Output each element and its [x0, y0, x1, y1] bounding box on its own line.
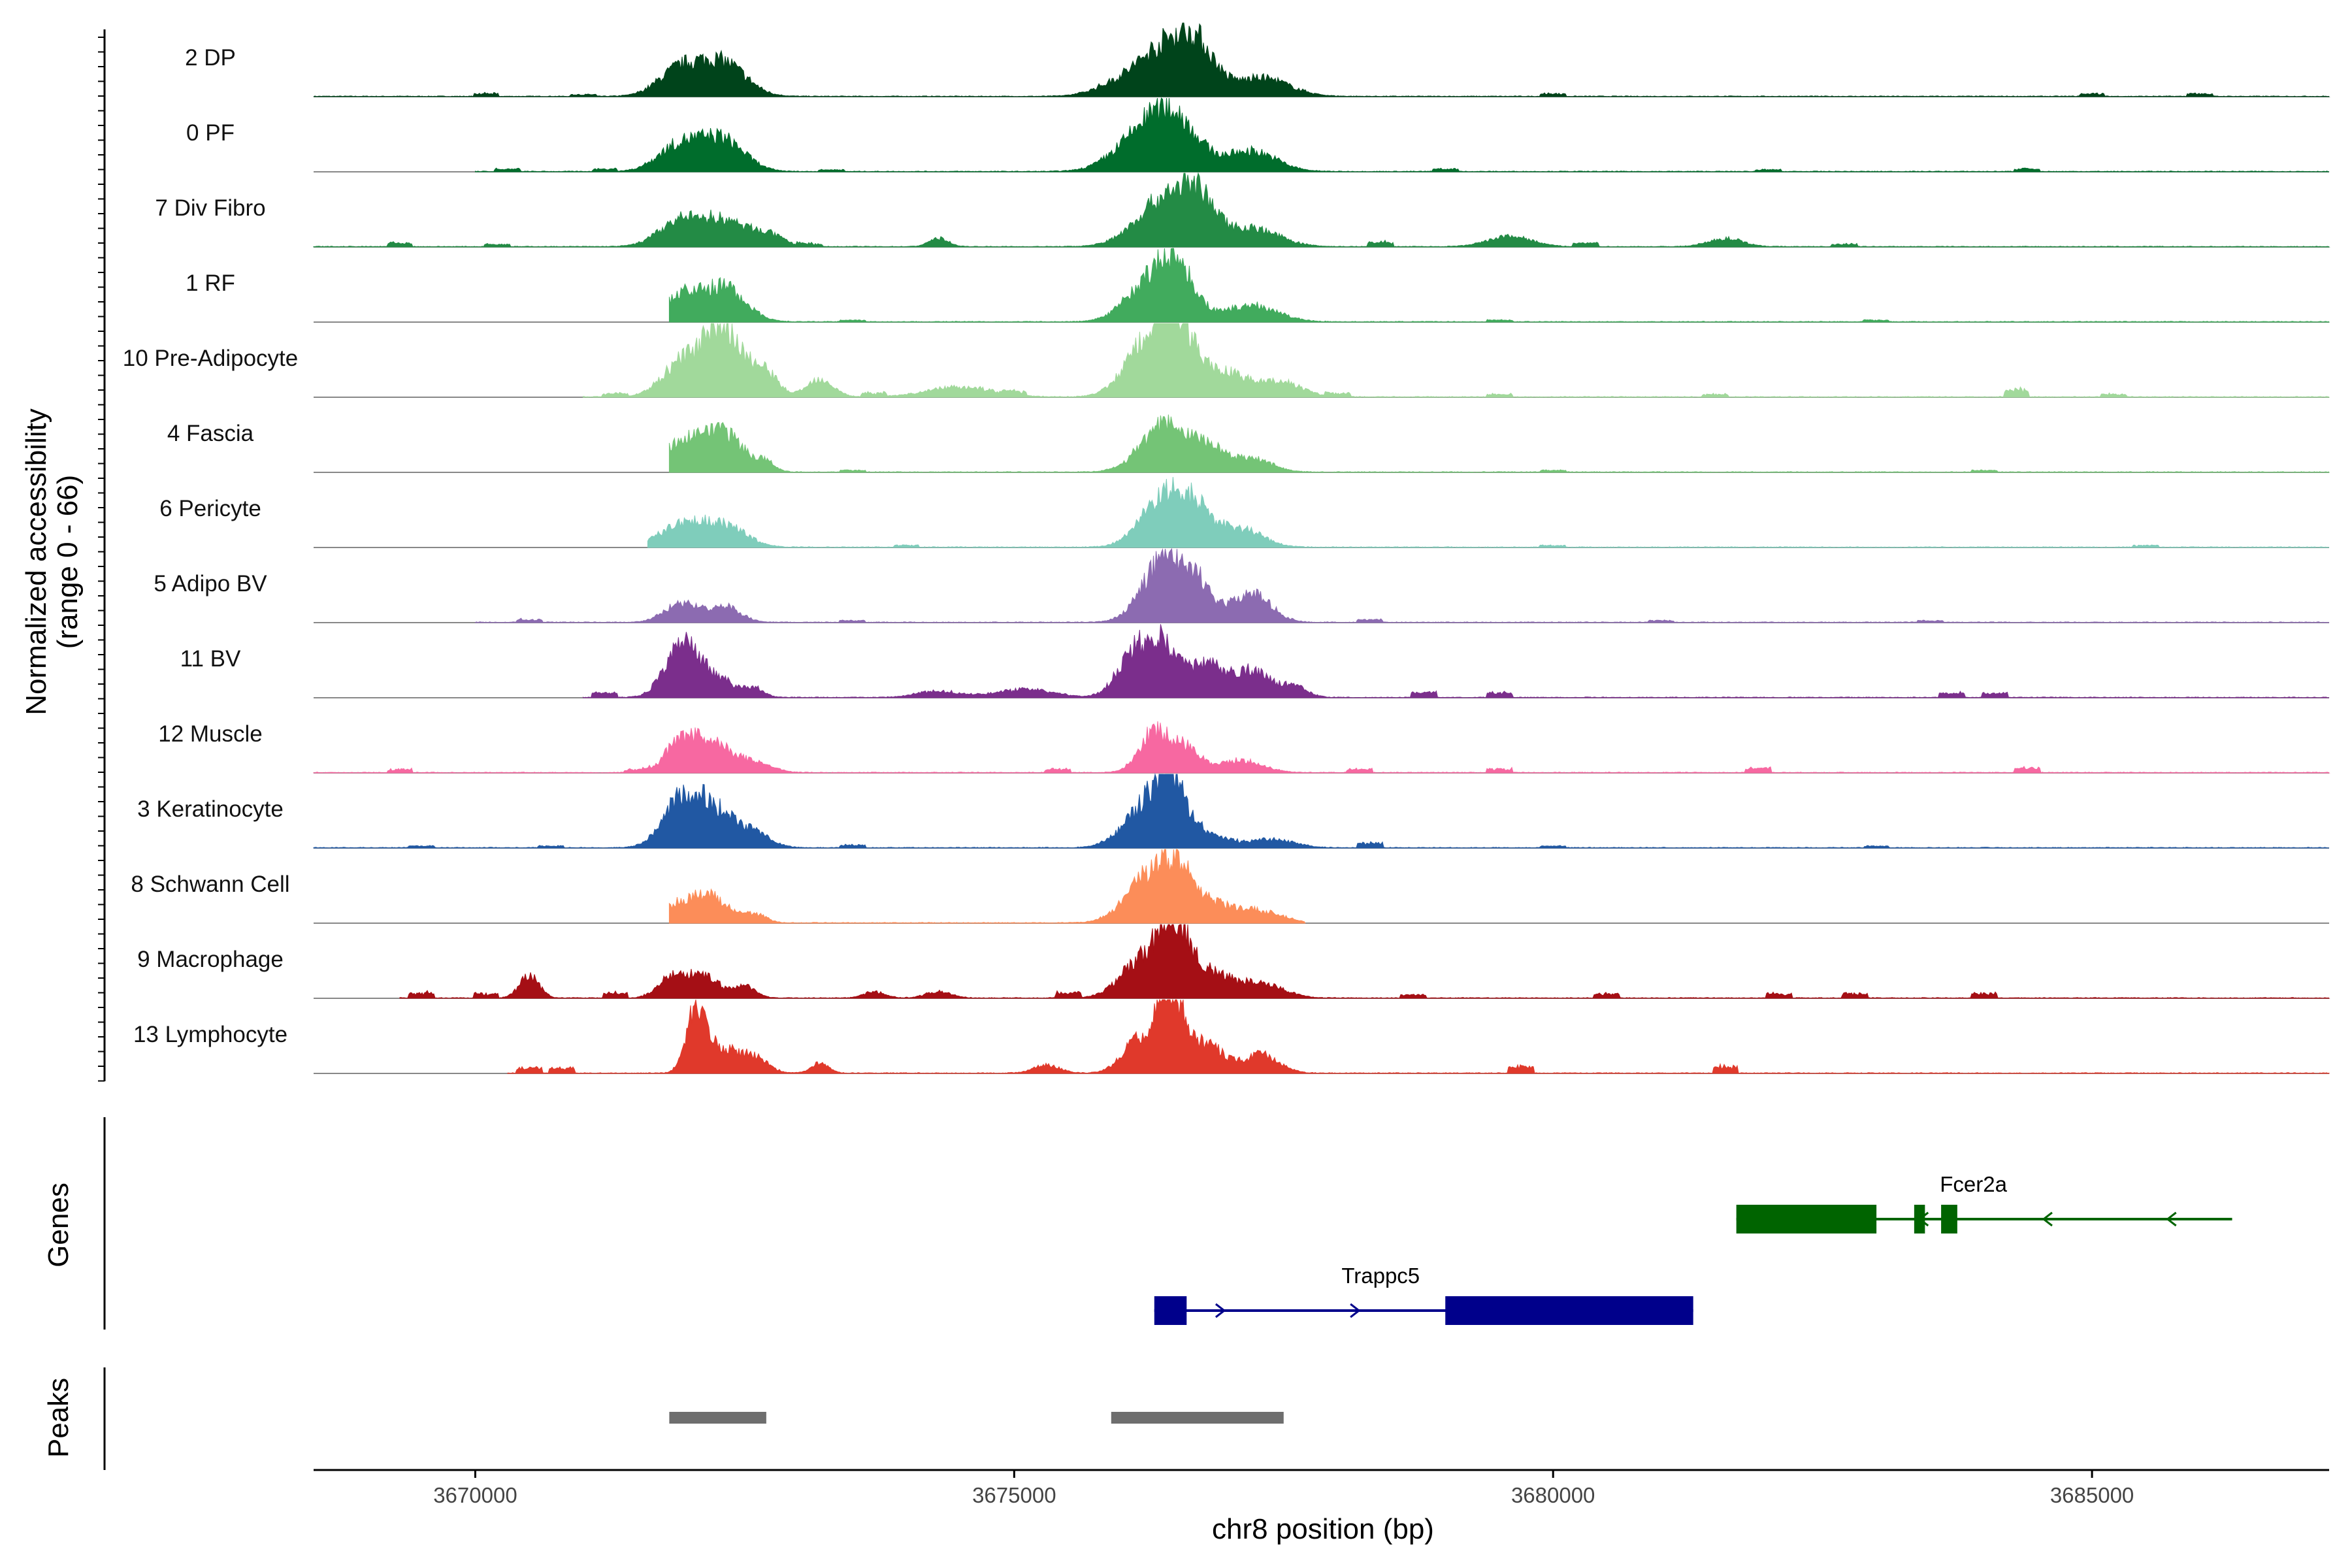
track-label: 5 Adipo BV — [154, 571, 267, 596]
track-13-lymphocyte: 13 Lymphocyte — [133, 998, 2330, 1074]
track-label: 9 Macrophage — [137, 947, 284, 972]
strand-arrow — [1350, 1303, 1361, 1318]
genes-panel-label: Genes — [42, 1183, 74, 1267]
track-4-fascia: 4 Fascia — [167, 414, 2330, 473]
track-3-keratinocyte: 3 Keratinocyte — [137, 773, 2330, 849]
track-label: 11 BV — [180, 646, 241, 672]
strand-arrow — [1794, 1211, 1805, 1227]
track-label: 4 Fascia — [167, 421, 254, 446]
gene-track: Fcer2a Trappc5 — [103, 1117, 2232, 1330]
track-label: 0 PF — [186, 120, 235, 146]
x-axis-title: chr8 position (bp) — [1212, 1513, 1434, 1545]
track-8-schwann-cell: 8 Schwann Cell — [131, 849, 2329, 924]
track-11-bv: 11 BV — [180, 624, 2330, 698]
coverage-area — [399, 924, 2330, 999]
track-0-pf: 0 PF — [186, 97, 2330, 172]
gene-exon — [1736, 1205, 1877, 1233]
coverage-area — [313, 22, 2330, 97]
axes: Normalized accessibility (range 0 - 66) … — [20, 408, 2329, 1545]
track-7-div-fibro: 7 Div Fibro — [155, 172, 2330, 248]
track-6-pericyte: 6 Pericyte — [159, 477, 2330, 548]
strand-arrow — [2042, 1211, 2053, 1227]
gene-exon — [1941, 1205, 1957, 1233]
x-tick-label: 3675000 — [972, 1483, 1056, 1507]
track-label: 13 Lymphocyte — [133, 1022, 287, 1047]
track-1-rf: 1 RF — [186, 248, 2330, 323]
coverage-area — [582, 323, 2330, 398]
gene-label: Fcer2a — [1940, 1172, 2007, 1196]
y-axis-title: Normalized accessibility — [20, 408, 52, 715]
strand-arrow — [1215, 1303, 1226, 1318]
track-10-pre-adipocyte: 10 Pre-Adipocyte — [123, 323, 2330, 398]
track-label: 1 RF — [186, 270, 235, 296]
coverage-area — [474, 547, 2330, 623]
coverage-area — [474, 97, 2330, 172]
coverage-area — [647, 477, 2330, 548]
y-axis-subtitle: (range 0 - 66) — [52, 475, 84, 649]
coverage-area — [668, 414, 2330, 473]
coverage-area — [313, 172, 2330, 248]
track-2-dp: 2 DP — [185, 22, 2330, 97]
gene-label: Trappc5 — [1341, 1264, 1420, 1288]
track-label: 2 DP — [185, 45, 236, 71]
accessibility-tracks: 2 DP 0 PF 7 Div Fibro 1 RF 10 Pre-Adipocyte 4… — [98, 22, 2330, 1082]
track-12-muscle: 12 Muscle — [158, 721, 2330, 774]
track-label: 12 Muscle — [158, 721, 263, 747]
track-label: 6 Pericyte — [159, 496, 261, 521]
x-tick-label: 3670000 — [433, 1483, 517, 1507]
coverage-area — [313, 773, 2330, 849]
coverage-area — [313, 721, 2330, 774]
track-5-adipo-bv: 5 Adipo BV — [154, 547, 2330, 623]
coverage-area — [668, 849, 1306, 924]
strand-arrow — [1484, 1303, 1495, 1318]
coverage-area — [582, 624, 2330, 698]
coverage-area — [668, 248, 2330, 323]
peak-bar — [669, 1412, 766, 1424]
track-9-macrophage: 9 Macrophage — [137, 924, 2330, 999]
strand-arrow — [1619, 1303, 1631, 1318]
x-tick-label: 3685000 — [2050, 1483, 2134, 1507]
track-label: 10 Pre-Adipocyte — [123, 346, 298, 371]
track-label: 8 Schwann Cell — [131, 872, 289, 897]
coverage-area — [507, 998, 2330, 1074]
strand-arrow — [1918, 1211, 1929, 1227]
strand-arrow — [2166, 1211, 2177, 1227]
peaks-panel-label: Peaks — [42, 1378, 74, 1458]
x-tick-label: 3680000 — [1511, 1483, 1595, 1507]
gene-exon — [1445, 1296, 1693, 1325]
track-label: 3 Keratinocyte — [137, 796, 284, 822]
gene-exon — [1154, 1296, 1187, 1325]
peak-track — [103, 1367, 1284, 1470]
track-label: 7 Div Fibro — [155, 195, 265, 221]
peak-bar — [1111, 1412, 1284, 1424]
gene-fcer2a: Fcer2a — [1736, 1172, 2232, 1233]
gene-trappc5: Trappc5 — [1154, 1264, 1693, 1325]
